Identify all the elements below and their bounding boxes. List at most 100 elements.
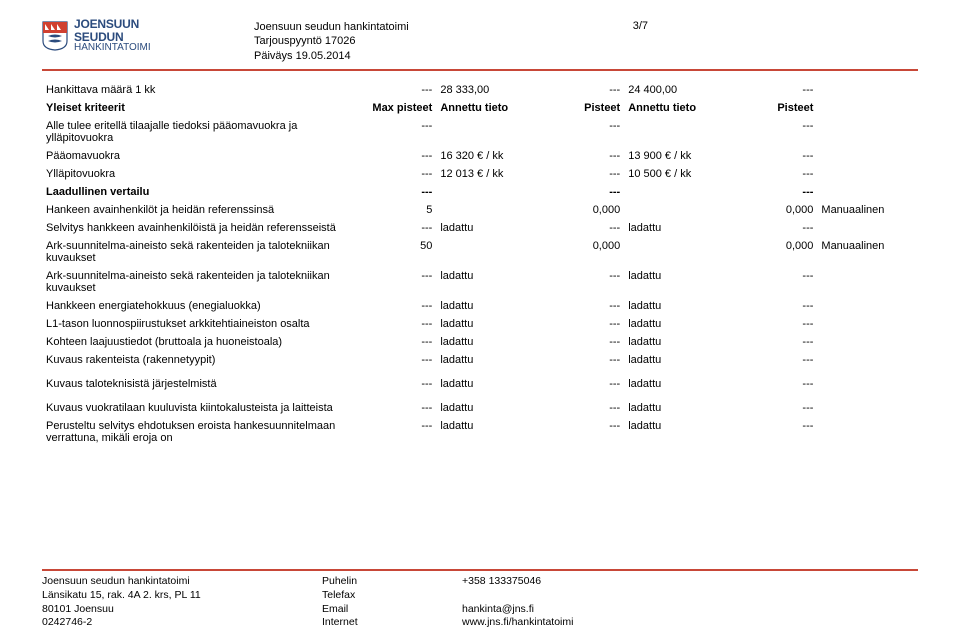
- table-row: Perusteltu selvitys ehdotuksen eroista h…: [42, 417, 918, 447]
- footer-phone: +358 133375046: [462, 575, 918, 589]
- footer-address: Länsikatu 15, rak. 4A 2. krs, PL 11: [42, 589, 262, 603]
- row-c6: [817, 297, 918, 315]
- row-c1: 5: [344, 201, 437, 219]
- table-row: Kohteen laajuustiedot (bruttoala ja huon…: [42, 333, 918, 351]
- row-c5: 0,000: [751, 201, 817, 219]
- row-c5: ---: [751, 147, 817, 165]
- row-c2: 12 013 € / kk: [436, 165, 558, 183]
- row-c4: ladattu: [624, 351, 751, 369]
- row-c4: ladattu: [624, 375, 751, 393]
- row-c2: ladattu: [436, 417, 558, 447]
- row-c3: ---: [558, 297, 624, 315]
- row-label: Hankittava määrä 1 kk: [42, 81, 344, 99]
- row-c3: ---: [558, 399, 624, 417]
- row-c2: [436, 201, 558, 219]
- row-label: Hankkeen energiatehokkuus (enegialuokka): [42, 297, 344, 315]
- row-c6: Manuaalinen: [817, 237, 918, 267]
- row-c4: ladattu: [624, 417, 751, 447]
- footer-org: Joensuun seudun hankintatoimi: [42, 575, 262, 589]
- footer-internet: www.jns.fi/hankintatoimi: [462, 616, 918, 630]
- row-label: Kuvaus taloteknisistä järjestelmistä: [42, 375, 344, 393]
- row-c6: [817, 81, 918, 99]
- table-row: Alle tulee eritellä tilaajalle tiedoksi …: [42, 117, 918, 147]
- row-label: L1-tason luonnospiirustukset arkkitehtia…: [42, 315, 344, 333]
- row-label: Kuvaus vuokratilaan kuuluvista kiintokal…: [42, 399, 344, 417]
- row-c6: [817, 351, 918, 369]
- row-c3: ---: [558, 375, 624, 393]
- row-c4: 13 900 € / kk: [624, 147, 751, 165]
- row-c1: ---: [344, 117, 437, 147]
- row-c3: 0,000: [558, 237, 624, 267]
- row-c2: ladattu: [436, 351, 558, 369]
- row-c6: Manuaalinen: [817, 201, 918, 219]
- row-c3: ---: [558, 351, 624, 369]
- row-c6: [817, 333, 918, 351]
- row-c4: ladattu: [624, 315, 751, 333]
- row-c3: ---: [558, 267, 624, 297]
- footer-id: 0242746-2: [42, 616, 262, 630]
- table-row: Kuvaus taloteknisistä järjestelmistä---l…: [42, 375, 918, 393]
- footer-email-label: Email: [322, 603, 402, 617]
- footer-internet-label: Internet: [322, 616, 402, 630]
- logo-shield-icon: [42, 21, 68, 51]
- row-c2: [436, 117, 558, 147]
- row-c1: ---: [344, 375, 437, 393]
- row-c3: ---: [558, 315, 624, 333]
- footer-fax-label: Telefax: [322, 589, 402, 603]
- row-c2: ladattu: [436, 375, 558, 393]
- row-c1: ---: [344, 81, 437, 99]
- document-header: JOENSUUN SEUDUN HANKINTATOIMI Joensuun s…: [42, 18, 918, 63]
- table-row: Yleiset kriteeritMax pisteetAnnettu tiet…: [42, 99, 918, 117]
- logo-text-sub: HANKINTATOIMI: [74, 43, 151, 54]
- row-c6: [817, 165, 918, 183]
- table-row: Laadullinen vertailu---------: [42, 183, 918, 201]
- logo-text-line1: JOENSUUN: [74, 18, 151, 31]
- row-c5: ---: [751, 375, 817, 393]
- row-c6: [817, 375, 918, 393]
- row-c2: Annettu tieto: [436, 99, 558, 117]
- document-footer: Joensuun seudun hankintatoimi Länsikatu …: [42, 569, 918, 630]
- row-c1: ---: [344, 399, 437, 417]
- row-c3: ---: [558, 81, 624, 99]
- row-c6: [817, 147, 918, 165]
- footer-phone-label: Puhelin: [322, 575, 402, 589]
- footer-postal: 80101 Joensuu: [42, 603, 262, 617]
- row-c1: ---: [344, 165, 437, 183]
- row-c1: ---: [344, 147, 437, 165]
- row-label: Alle tulee eritellä tilaajalle tiedoksi …: [42, 117, 344, 147]
- row-c2: ladattu: [436, 315, 558, 333]
- table-row: Pääomavuokra---16 320 € / kk---13 900 € …: [42, 147, 918, 165]
- row-c5: 0,000: [751, 237, 817, 267]
- row-c6: [817, 219, 918, 237]
- row-c5: ---: [751, 183, 817, 201]
- row-c1: ---: [344, 417, 437, 447]
- row-label: Kohteen laajuustiedot (bruttoala ja huon…: [42, 333, 344, 351]
- row-c1: ---: [344, 333, 437, 351]
- row-c5: ---: [751, 81, 817, 99]
- table-row: L1-tason luonnospiirustukset arkkitehtia…: [42, 315, 918, 333]
- table-row: Hankkeen energiatehokkuus (enegialuokka)…: [42, 297, 918, 315]
- row-c5: ---: [751, 399, 817, 417]
- row-c2: ladattu: [436, 333, 558, 351]
- row-c3: ---: [558, 147, 624, 165]
- row-c1: ---: [344, 183, 437, 201]
- row-c2: 28 333,00: [436, 81, 558, 99]
- row-c4: [624, 183, 751, 201]
- row-c2: ladattu: [436, 267, 558, 297]
- row-c6: [817, 399, 918, 417]
- doc-meta: Joensuun seudun hankintatoimi Tarjouspyy…: [254, 18, 918, 63]
- row-c2: ladattu: [436, 297, 558, 315]
- header-rule: [42, 69, 918, 71]
- row-c2: 16 320 € / kk: [436, 147, 558, 165]
- row-c4: ladattu: [624, 333, 751, 351]
- row-c6: [817, 267, 918, 297]
- row-c1: ---: [344, 267, 437, 297]
- row-c4: ladattu: [624, 297, 751, 315]
- row-c3: ---: [558, 183, 624, 201]
- row-c1: ---: [344, 351, 437, 369]
- row-c3: 0,000: [558, 201, 624, 219]
- row-c5: Pisteet: [751, 99, 817, 117]
- row-c3: ---: [558, 117, 624, 147]
- table-row: Ark-suunnitelma-aineisto sekä rakenteide…: [42, 237, 918, 267]
- row-c1: ---: [344, 315, 437, 333]
